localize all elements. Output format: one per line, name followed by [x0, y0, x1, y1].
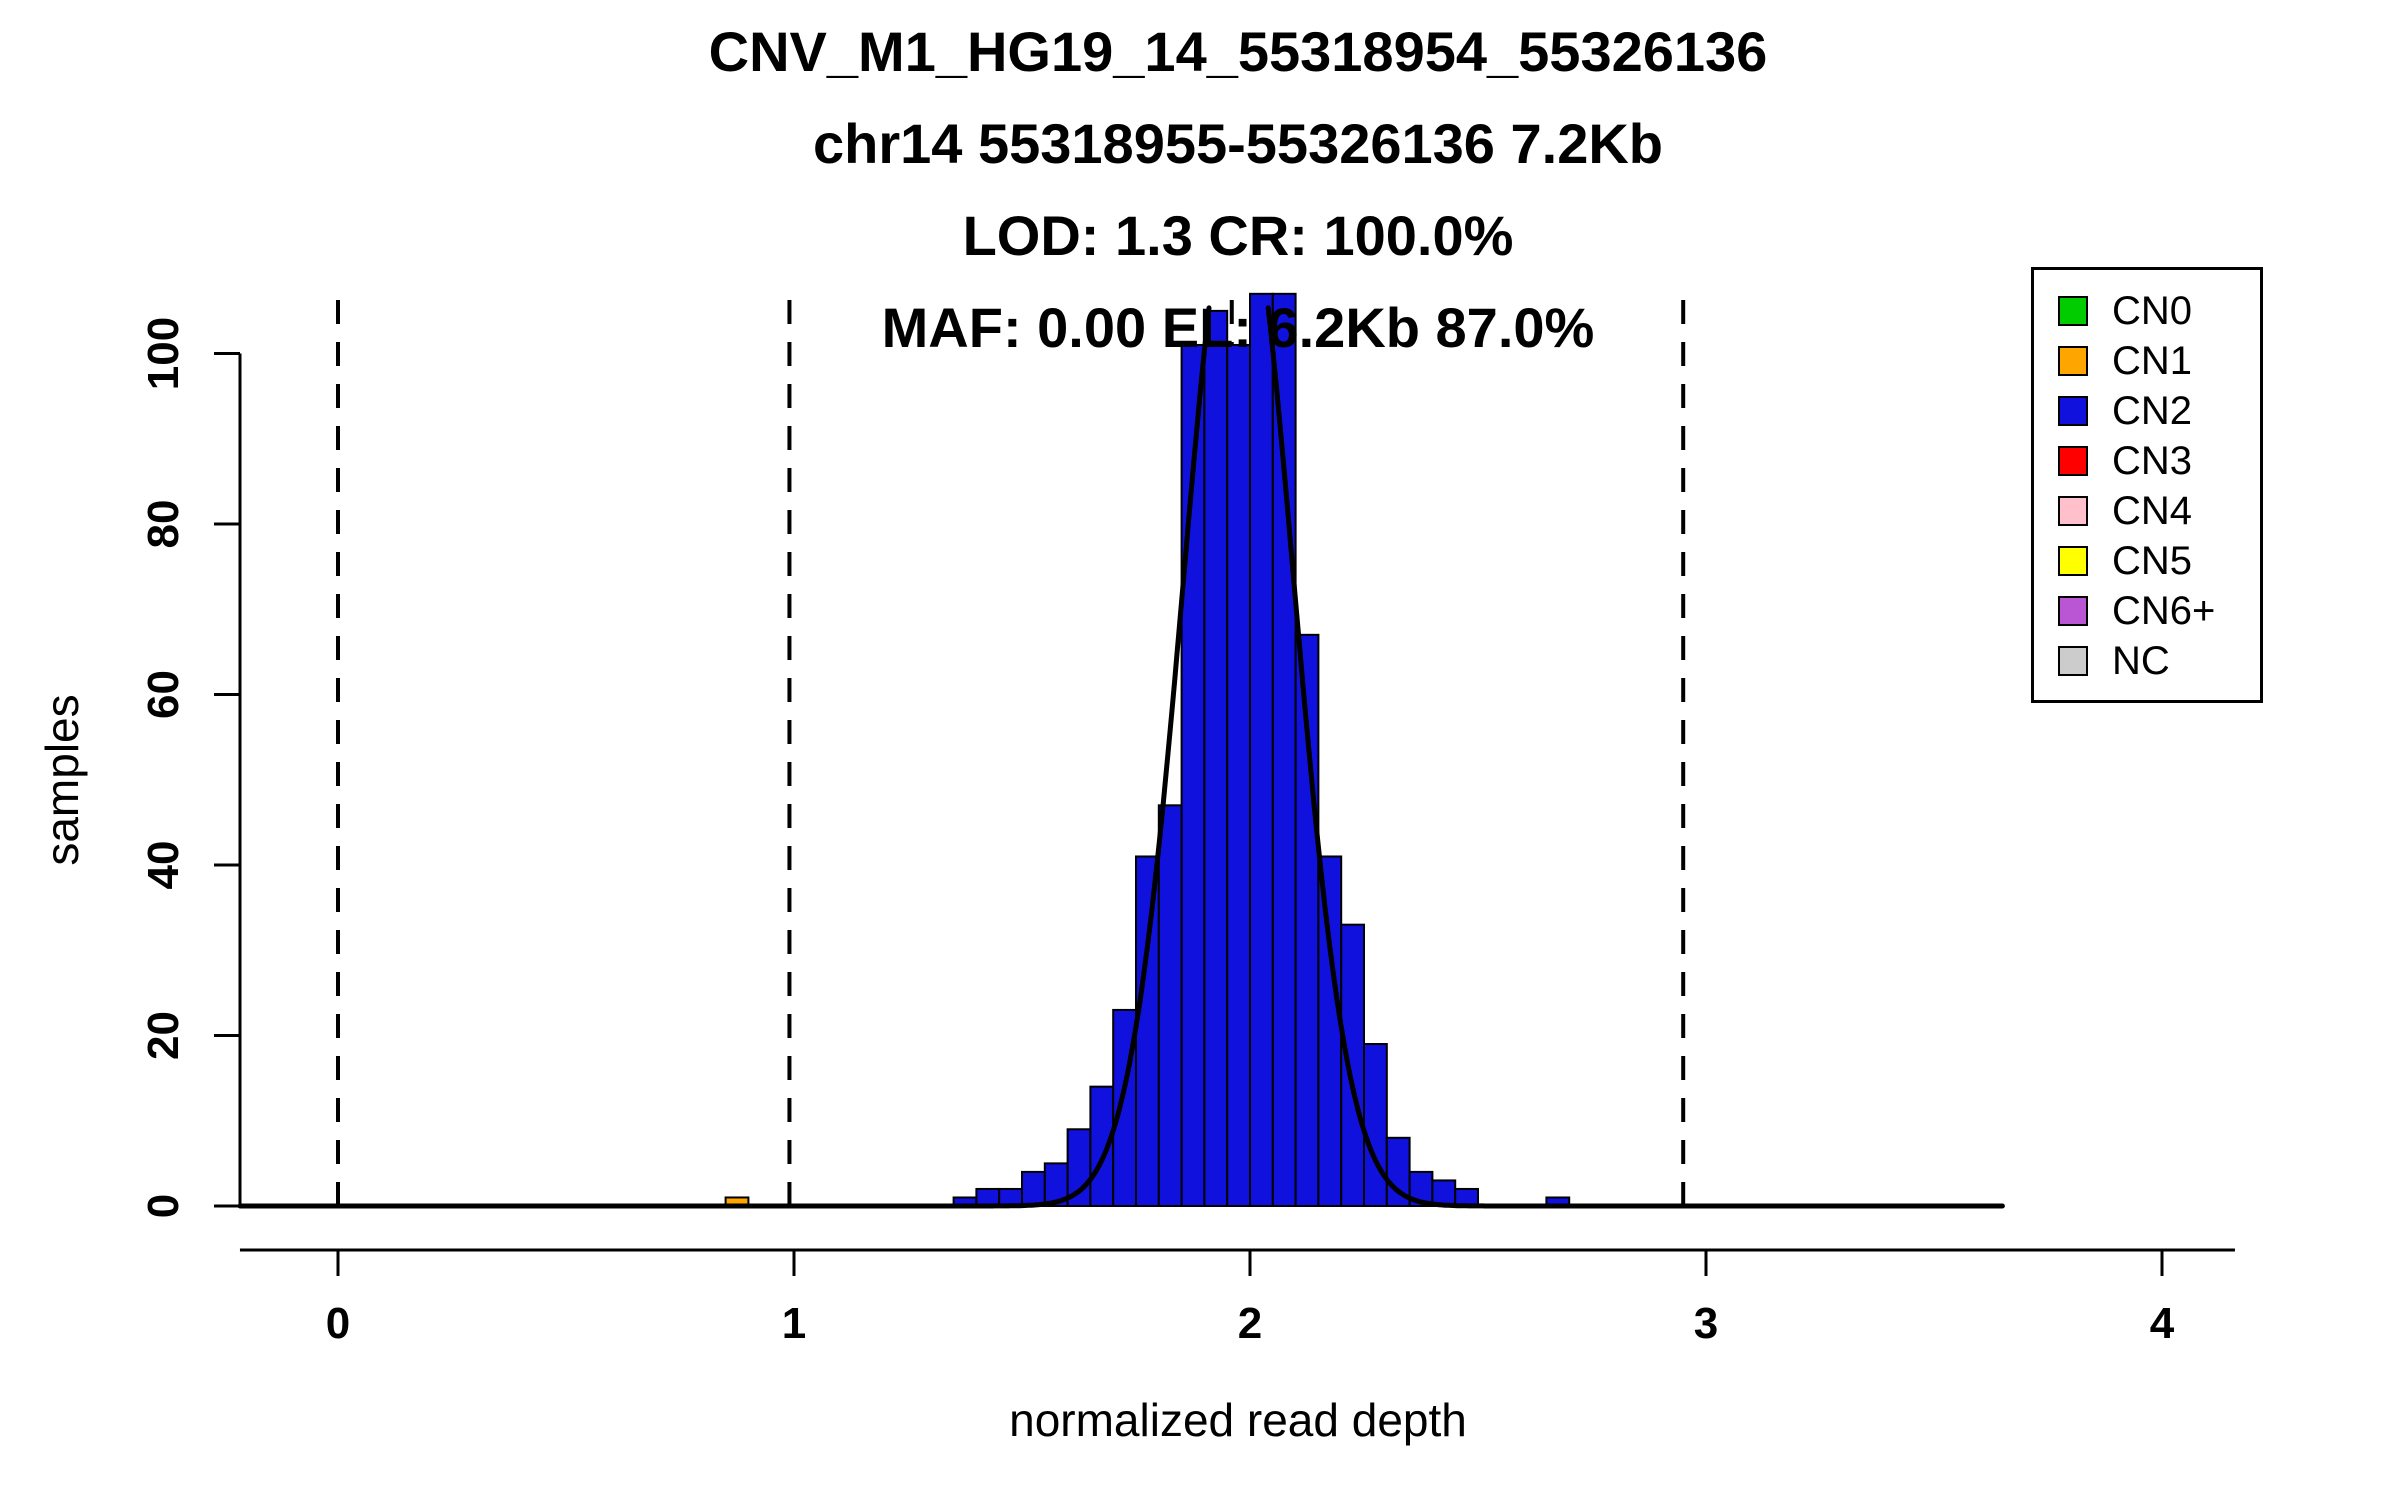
- legend-item-cn4: CN4: [2058, 486, 2260, 536]
- legend-label: CN4: [2112, 489, 2193, 533]
- legend-swatch-icon: [2058, 596, 2088, 626]
- histogram-bar-cn2: [1135, 855, 1160, 1207]
- legend: CN0 CN1 CN2 CN3 CN4 CN5 CN6+ NC: [2031, 267, 2263, 703]
- x-tick-label: 3: [1694, 1299, 1718, 1348]
- histogram-bar-cn2: [1226, 343, 1251, 1208]
- y-tick-label: 100: [139, 317, 188, 390]
- y-axis-label: samples: [36, 694, 88, 866]
- histogram-bar-cn2: [1203, 309, 1229, 1207]
- legend-swatch-icon: [2058, 346, 2088, 376]
- histogram-bar-cn2: [1157, 804, 1183, 1207]
- legend-swatch-icon: [2058, 546, 2088, 576]
- legend-label: CN3: [2112, 439, 2193, 483]
- legend-item-cn3: CN3: [2058, 436, 2260, 486]
- legend-swatch-icon: [2058, 646, 2088, 676]
- histogram-bar-cn2: [1317, 855, 1343, 1207]
- legend-item-cn0: CN0: [2058, 286, 2260, 336]
- density-curve: [237, 305, 1212, 1209]
- histogram-bar-cn2: [1271, 292, 1297, 1207]
- legend-swatch-icon: [2058, 396, 2088, 426]
- legend-swatch-icon: [2058, 496, 2088, 526]
- x-tick-label: 0: [326, 1299, 350, 1348]
- legend-item-cn6plus: CN6+: [2058, 586, 2260, 636]
- histogram-bar-cn2: [1249, 292, 1274, 1207]
- histogram-bar-cn2: [1021, 1170, 1046, 1208]
- y-tick-label: 20: [139, 1011, 188, 1060]
- legend-label: CN6+: [2112, 589, 2216, 633]
- legend-swatch-icon: [2058, 446, 2088, 476]
- legend-label: CN1: [2112, 339, 2193, 383]
- legend-label: NC: [2112, 639, 2170, 683]
- title-line-2: chr14 55318955-55326136 7.2Kb: [812, 112, 1663, 175]
- x-tick-label: 4: [2150, 1299, 2175, 1348]
- histogram-bar-cn2: [1340, 923, 1365, 1207]
- y-tick-label: 0: [139, 1194, 188, 1218]
- legend-label: CN0: [2112, 289, 2193, 333]
- title-line-3: LOD: 1.3 CR: 100.0%: [962, 204, 1514, 267]
- legend-item-cn5: CN5: [2058, 536, 2260, 586]
- y-tick-label: 60: [139, 670, 188, 719]
- legend-label: CN2: [2112, 389, 2193, 433]
- x-tick-label: 2: [1238, 1299, 1262, 1348]
- title-line-1: CNV_M1_HG19_14_55318954_55326136: [708, 20, 1768, 83]
- legend-label: CN5: [2112, 539, 2193, 583]
- density-curve: [1265, 305, 2005, 1209]
- y-tick-label: 40: [139, 841, 188, 890]
- y-tick-label: 80: [139, 500, 188, 549]
- legend-item-cn1: CN1: [2058, 336, 2260, 386]
- x-tick-label: 1: [782, 1299, 806, 1348]
- legend-swatch-icon: [2058, 296, 2088, 326]
- legend-item-cn2: CN2: [2058, 386, 2260, 436]
- chart-title: CNV_M1_HG19_14_55318954_55326136 chr14 5…: [236, 6, 2240, 374]
- title-line-4: MAF: 0.00 EL: 6.2Kb 87.0%: [881, 296, 1595, 359]
- x-axis-label: normalized read depth: [1009, 1394, 1467, 1446]
- histogram-bar-cn2: [1363, 1043, 1388, 1208]
- legend-item-nc: NC: [2058, 636, 2260, 686]
